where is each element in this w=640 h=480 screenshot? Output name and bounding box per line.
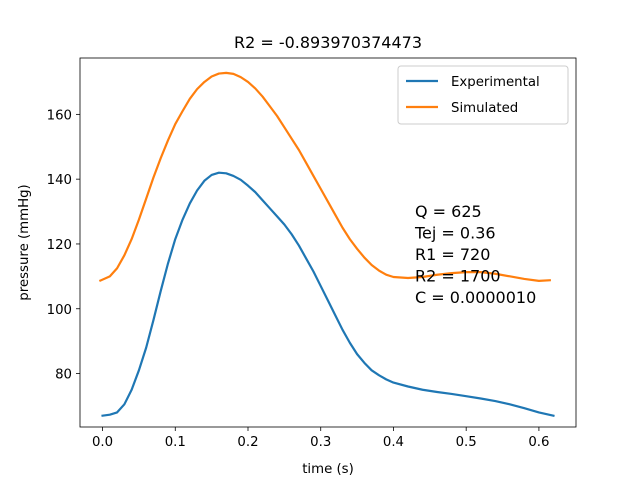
y-axis-label: pressure (mmHg)	[17, 184, 32, 300]
annotation-line: R2 = 1700	[415, 267, 501, 286]
legend-box	[397, 65, 569, 125]
annotation-line: R1 = 720	[415, 245, 490, 264]
annotation-block: Q = 625 Tej = 0.36 R1 = 720 R2 = 1700 C = 0.…	[414, 202, 536, 307]
x-tick-label: 0.2	[237, 435, 258, 450]
x-axis-label: time (s)	[302, 462, 354, 477]
series-layer	[98, 71, 555, 417]
x-tick-label: 0.1	[165, 435, 186, 450]
x-tick-label: 0.0	[92, 435, 113, 450]
annotation-line: C = 0.0000010	[415, 288, 536, 307]
x-tick-label: 0.4	[383, 435, 404, 450]
y-tick-label: 160	[47, 108, 72, 123]
annotation-line: Tej = 0.36	[414, 224, 496, 243]
series-line-experimental	[101, 171, 555, 417]
x-tick-label: 0.6	[528, 435, 549, 450]
y-tick-label: 80	[55, 368, 72, 383]
chart-title: R2 = -0.893970374473	[234, 33, 422, 52]
legend: Experimental Simulated	[397, 65, 569, 125]
y-tick-label: 120	[47, 238, 72, 253]
series-line-simulated	[98, 71, 551, 283]
plot-area: 0.0 0.1 0.2 0.3 0.4 0.5 0.6 80 100 120 140 160	[47, 57, 577, 450]
legend-label-simulated: Simulated	[451, 101, 518, 116]
legend-label-experimental: Experimental	[451, 75, 540, 90]
y-tick-label: 100	[47, 303, 72, 318]
x-tick-label: 0.5	[456, 435, 477, 450]
annotation-line: Q = 625	[415, 202, 482, 221]
x-tick-label: 0.3	[310, 435, 331, 450]
y-tick-label: 140	[47, 173, 72, 188]
axes-frame	[79, 57, 577, 428]
